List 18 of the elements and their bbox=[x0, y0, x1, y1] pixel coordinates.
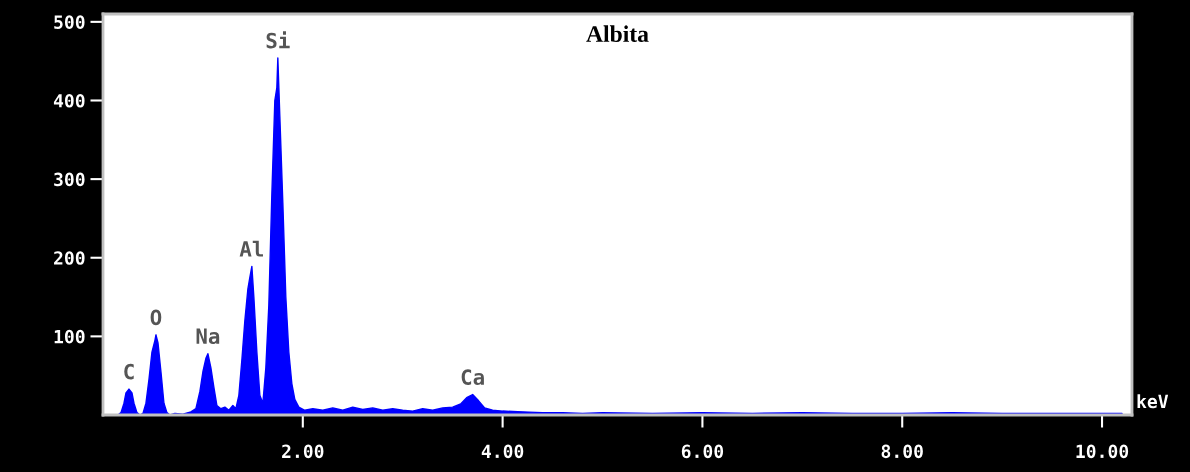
x-tick-label: 6.00 bbox=[681, 444, 724, 459]
annotation: O bbox=[150, 309, 162, 326]
annotation: Ca bbox=[461, 369, 484, 385]
x-tick-label: 10.00 bbox=[1076, 444, 1129, 459]
annotation: C bbox=[124, 363, 134, 380]
y-tick-label: 300 bbox=[54, 172, 85, 187]
x-axis-title: keV bbox=[1137, 394, 1169, 409]
y-tick-label: 500 bbox=[54, 15, 85, 29]
annotation: Na bbox=[196, 328, 220, 345]
x-tick-label: 4.00 bbox=[481, 444, 524, 459]
y-tick-label: 400 bbox=[53, 93, 85, 108]
y-tick-label: 100 bbox=[54, 329, 85, 344]
y-tick-label: 200 bbox=[54, 251, 85, 265]
annotation: Al bbox=[239, 240, 263, 257]
annotation: Si bbox=[266, 31, 290, 49]
x-tick-label: 8.00 bbox=[881, 444, 923, 459]
x-tick-label: 2.00 bbox=[282, 444, 324, 459]
chart-title: Albita bbox=[586, 25, 649, 42]
